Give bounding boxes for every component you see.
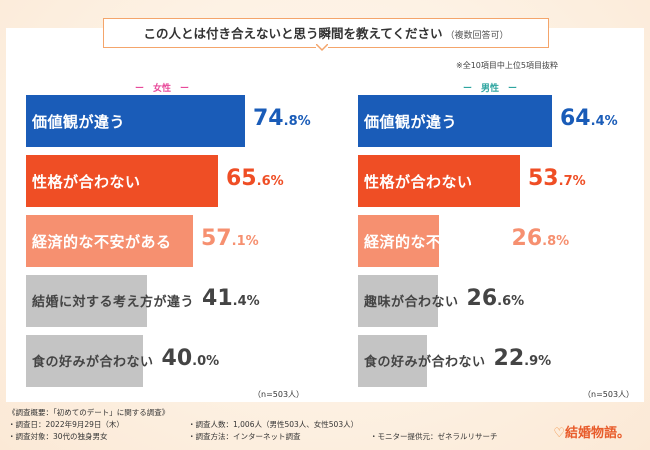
male-bar-label-3: 経済的な不安がある	[364, 233, 504, 251]
female-bar-label-3: 経済的な不安がある	[32, 233, 172, 251]
female-bar-1	[26, 95, 245, 147]
female-bar-label-4: 結婚に対する考え方が違う	[32, 295, 195, 310]
male-header: ー 男性 ー	[462, 84, 517, 94]
male-value-label-5: 22.9%	[493, 346, 552, 371]
footer-target: ・調査対象：30代の独身男女	[8, 432, 108, 441]
title-note: （複数回答可）	[445, 31, 509, 41]
female-value-label-2: 65.6%	[226, 166, 284, 191]
male-bar-3	[358, 215, 439, 267]
female-value-label-3: 57.1%	[201, 226, 259, 251]
male-bar-label-4: 趣味が合わない	[364, 295, 459, 310]
brand-logo-text: 結婚物語。	[564, 426, 630, 441]
footer-provider: ・モニター提供元：ゼネラルリサーチ	[370, 432, 498, 441]
male-bar-label-1: 価値観が違う	[364, 113, 458, 131]
female-bar-3	[26, 215, 193, 267]
male-value-label-4: 26.6%	[466, 286, 525, 311]
female-bar-2	[26, 155, 218, 207]
male-value-label-3: 26.8%	[511, 226, 570, 251]
chart-title: この人とは付き合えないと思う瞬間を教えてください	[143, 26, 443, 41]
selection-note: ※全10項目中上位5項目抜粋	[456, 61, 558, 70]
female-bar-5	[26, 335, 143, 387]
title-pointer	[316, 44, 328, 52]
female-value-label-1: 74.8%	[253, 106, 311, 131]
female-bar-label-2: 性格が合わない	[32, 173, 141, 191]
male-bar-1	[358, 95, 552, 147]
female-header: ー 女性 ー	[134, 84, 189, 94]
footer-summary: 《調査概要：「初めてのデート」に関する調査》	[8, 408, 170, 417]
male-bar-4	[358, 275, 438, 327]
male-value-label-1: 64.4%	[560, 106, 618, 131]
female-bar-label-1: 価値観が違う	[32, 113, 126, 131]
male-bar-2	[358, 155, 520, 207]
male-n-label: （n=503人）	[583, 390, 635, 399]
male-bar-label-5: 食の好みが合わない	[364, 355, 486, 370]
footer-date: ・調査日：2022年9月29日（木）	[8, 420, 124, 429]
male-bar-5	[358, 335, 427, 387]
female-bar-4	[26, 275, 147, 327]
male-bar-label-2: 性格が合わない	[364, 173, 473, 191]
female-n-label: （n=503人）	[253, 390, 305, 399]
female-value-label-5: 40.0%	[161, 346, 220, 371]
chart-title-box: この人とは付き合えないと思う瞬間を教えてください （複数回答可）	[103, 18, 549, 48]
male-value-label-2: 53.7%	[528, 166, 586, 191]
footer-people: ・調査人数：1,006人（男性503人、女性503人）	[188, 420, 359, 429]
footer-method: ・調査方法：インターネット調査	[188, 432, 301, 441]
female-value-label-4: 41.4%	[202, 286, 260, 311]
brand-logo: ♡結婚物語。	[553, 426, 630, 441]
female-bar-label-5: 食の好みが合わない	[32, 355, 154, 370]
